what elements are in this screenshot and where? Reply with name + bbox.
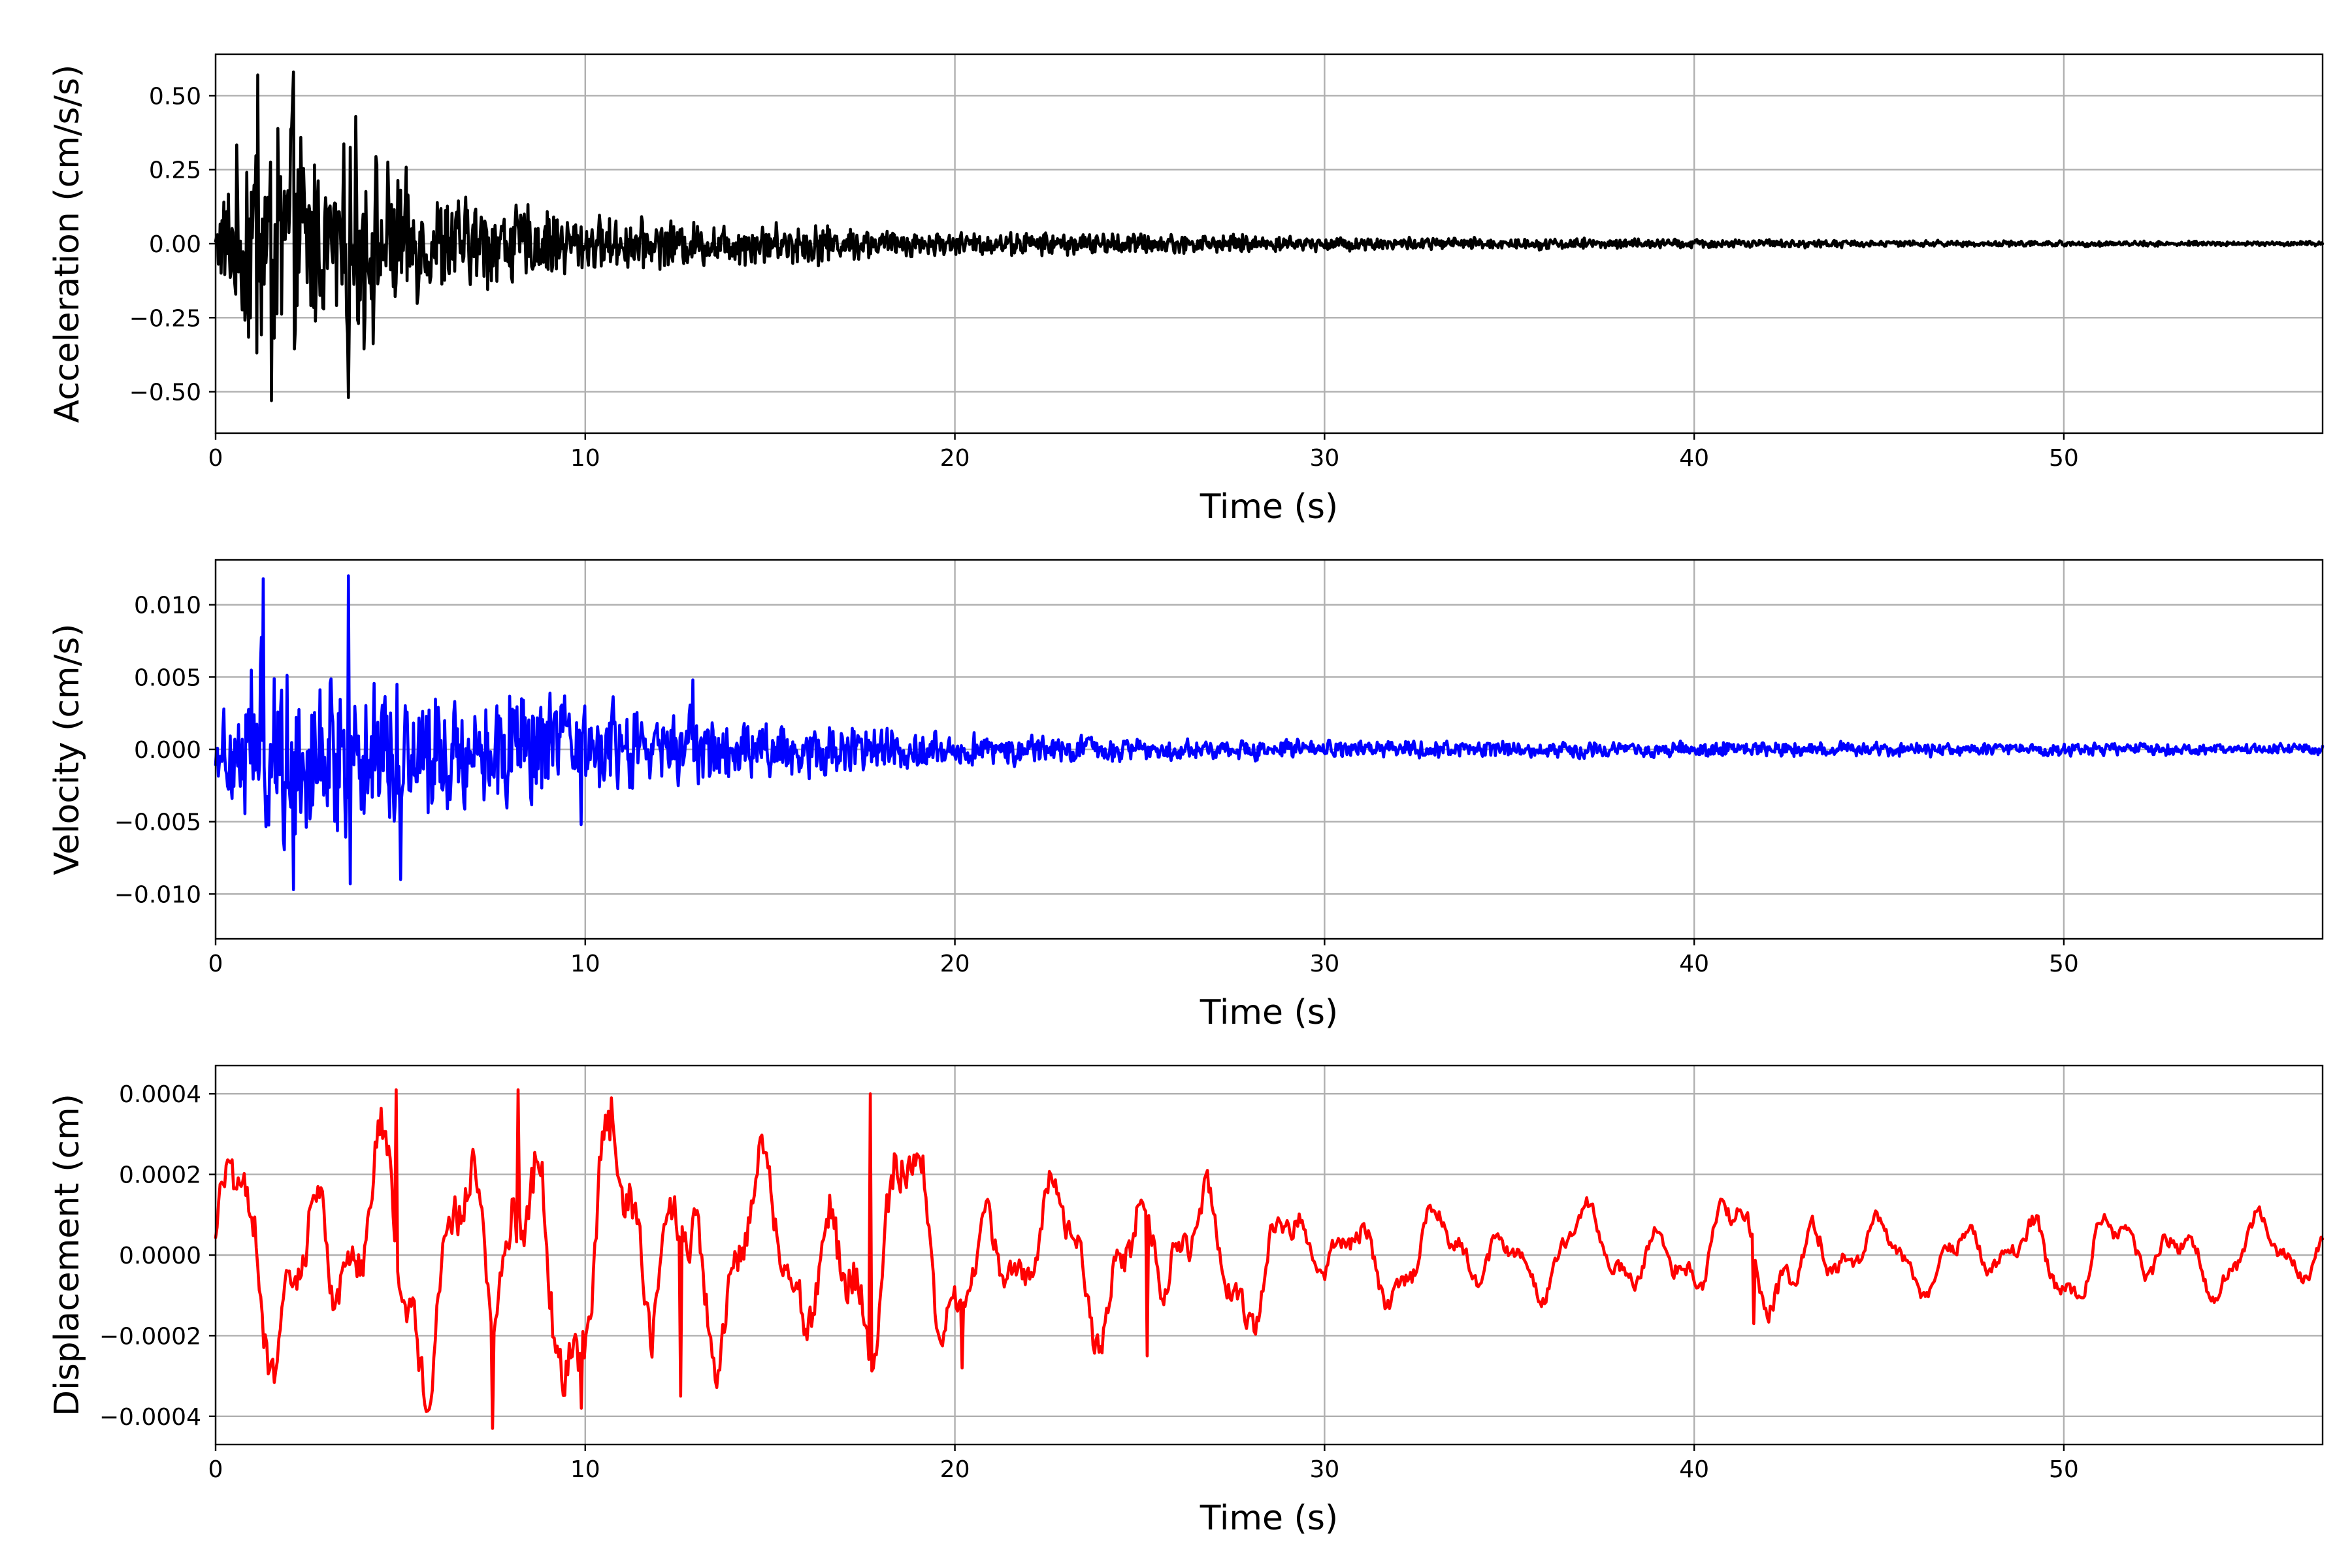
displacement-y-tick-label-2: 0.0000 — [119, 1243, 201, 1269]
acceleration-x-tick-label-3: 30 — [1309, 445, 1339, 472]
displacement-trace-group — [214, 1088, 2325, 1430]
velocity-y-axis-label: Velocity (cm/s) — [48, 624, 87, 875]
displacement-x-tick-label-2: 20 — [940, 1456, 970, 1483]
acceleration-y-tick-label-2: 0.00 — [149, 231, 201, 258]
velocity-x-tick-label-5: 50 — [2049, 951, 2079, 977]
acceleration-y-tick-label-1: −0.25 — [129, 305, 201, 332]
acceleration-x-tick-label-5: 50 — [2049, 445, 2079, 472]
velocity-grid — [214, 560, 2323, 939]
acceleration-x-tick-label-4: 40 — [1679, 445, 1709, 472]
acceleration-y-axis-label: Acceleration (cm/s/s) — [48, 65, 87, 423]
displacement-x-tick-label-0: 0 — [208, 1456, 223, 1483]
velocity-series-line — [214, 574, 2325, 891]
acceleration-panel: 0 10 20 30 40 50 −0.50 −0.25 0.00 0.25 0.50 Time (… — [48, 53, 2325, 527]
displacement-ticks: 0 10 20 30 40 50 −0.0004 −0.0002 0.0000 0.0002 0.0… — [99, 1081, 2079, 1483]
acceleration-x-tick-label-2: 20 — [940, 445, 970, 472]
acceleration-x-axis-label: Time (s) — [1200, 487, 1338, 527]
velocity-x-tick-label-1: 10 — [570, 951, 600, 977]
velocity-x-tick-label-0: 0 — [208, 951, 223, 977]
displacement-x-tick-label-1: 10 — [570, 1456, 600, 1483]
displacement-x-tick-label-4: 40 — [1679, 1456, 1709, 1483]
displacement-y-tick-label-4: 0.0004 — [119, 1081, 201, 1108]
displacement-y-tick-label-3: 0.0002 — [119, 1162, 201, 1189]
velocity-trace-group — [214, 574, 2325, 891]
displacement-x-tick-label-3: 30 — [1309, 1456, 1339, 1483]
displacement-y-axis-label: Displacement (cm) — [48, 1094, 87, 1416]
velocity-y-tick-label-0: −0.010 — [114, 881, 201, 908]
velocity-panel: 0 10 20 30 40 50 −0.010 −0.005 0.000 0.005 0.010 T… — [48, 559, 2325, 1032]
acceleration-y-tick-label-4: 0.50 — [149, 83, 201, 110]
velocity-x-axis-label: Time (s) — [1200, 993, 1338, 1032]
velocity-x-tick-label-2: 20 — [940, 951, 970, 977]
displacement-x-axis-label: Time (s) — [1200, 1499, 1338, 1538]
velocity-x-tick-label-3: 30 — [1309, 951, 1339, 977]
displacement-y-tick-label-0: −0.0004 — [99, 1404, 201, 1431]
velocity-ticks: 0 10 20 30 40 50 −0.010 −0.005 0.000 0.005 0.010 — [114, 593, 2079, 977]
velocity-y-tick-label-2: 0.000 — [134, 737, 201, 764]
velocity-y-tick-label-3: 0.005 — [134, 664, 201, 691]
acceleration-series-line — [214, 70, 2325, 402]
velocity-y-tick-label-4: 0.010 — [134, 593, 201, 619]
displacement-x-tick-label-5: 50 — [2049, 1456, 2079, 1483]
acceleration-y-tick-label-0: −0.50 — [129, 380, 201, 406]
velocity-y-tick-label-1: −0.005 — [114, 809, 201, 836]
displacement-panel: 0 10 20 30 40 50 −0.0004 −0.0002 0.0000 0.0002 0.0… — [48, 1064, 2325, 1538]
displacement-y-tick-label-1: −0.0002 — [99, 1323, 201, 1350]
acceleration-x-tick-label-0: 0 — [208, 445, 223, 472]
acceleration-trace-group — [214, 70, 2325, 402]
acceleration-y-tick-label-3: 0.25 — [149, 157, 201, 184]
velocity-x-tick-label-4: 40 — [1679, 951, 1709, 977]
displacement-series-line — [214, 1088, 2325, 1430]
acceleration-ticks: 0 10 20 30 40 50 −0.50 −0.25 0.00 0.25 0.50 — [129, 83, 2079, 472]
acceleration-x-tick-label-1: 10 — [570, 445, 600, 472]
